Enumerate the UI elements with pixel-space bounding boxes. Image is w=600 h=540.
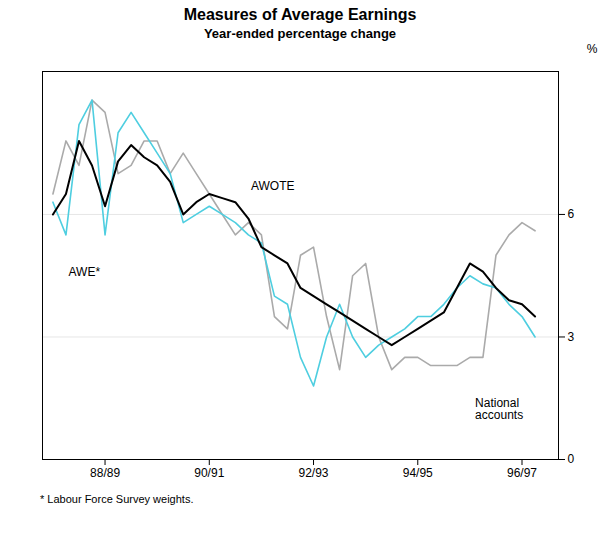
svg-text:88/89: 88/89 — [90, 466, 120, 480]
html-text:Measures of Average Earnings: Measures of Average Earnings — [183, 6, 417, 23]
html-text:* Labour Force Survey weights.: * Labour Force Survey weights. — [40, 493, 194, 505]
html-text:Year-ended percentage change: Year-ended percentage change — [203, 26, 397, 41]
svg-text:Nationalaccounts: Nationalaccounts — [475, 396, 523, 422]
svg-text:AWE*: AWE* — [69, 265, 101, 279]
svg-text:96/97: 96/97 — [507, 466, 537, 480]
svg-text:AWOTE: AWOTE — [251, 179, 295, 193]
svg-text:94/95: 94/95 — [403, 466, 433, 480]
svg-text:90/91: 90/91 — [194, 466, 224, 480]
svg-text:0: 0 — [568, 452, 575, 466]
svg-text:6: 6 — [568, 207, 575, 221]
svg-text:92/93: 92/93 — [299, 466, 329, 480]
svg-text:3: 3 — [568, 330, 575, 344]
svg-text:%: % — [587, 42, 598, 56]
